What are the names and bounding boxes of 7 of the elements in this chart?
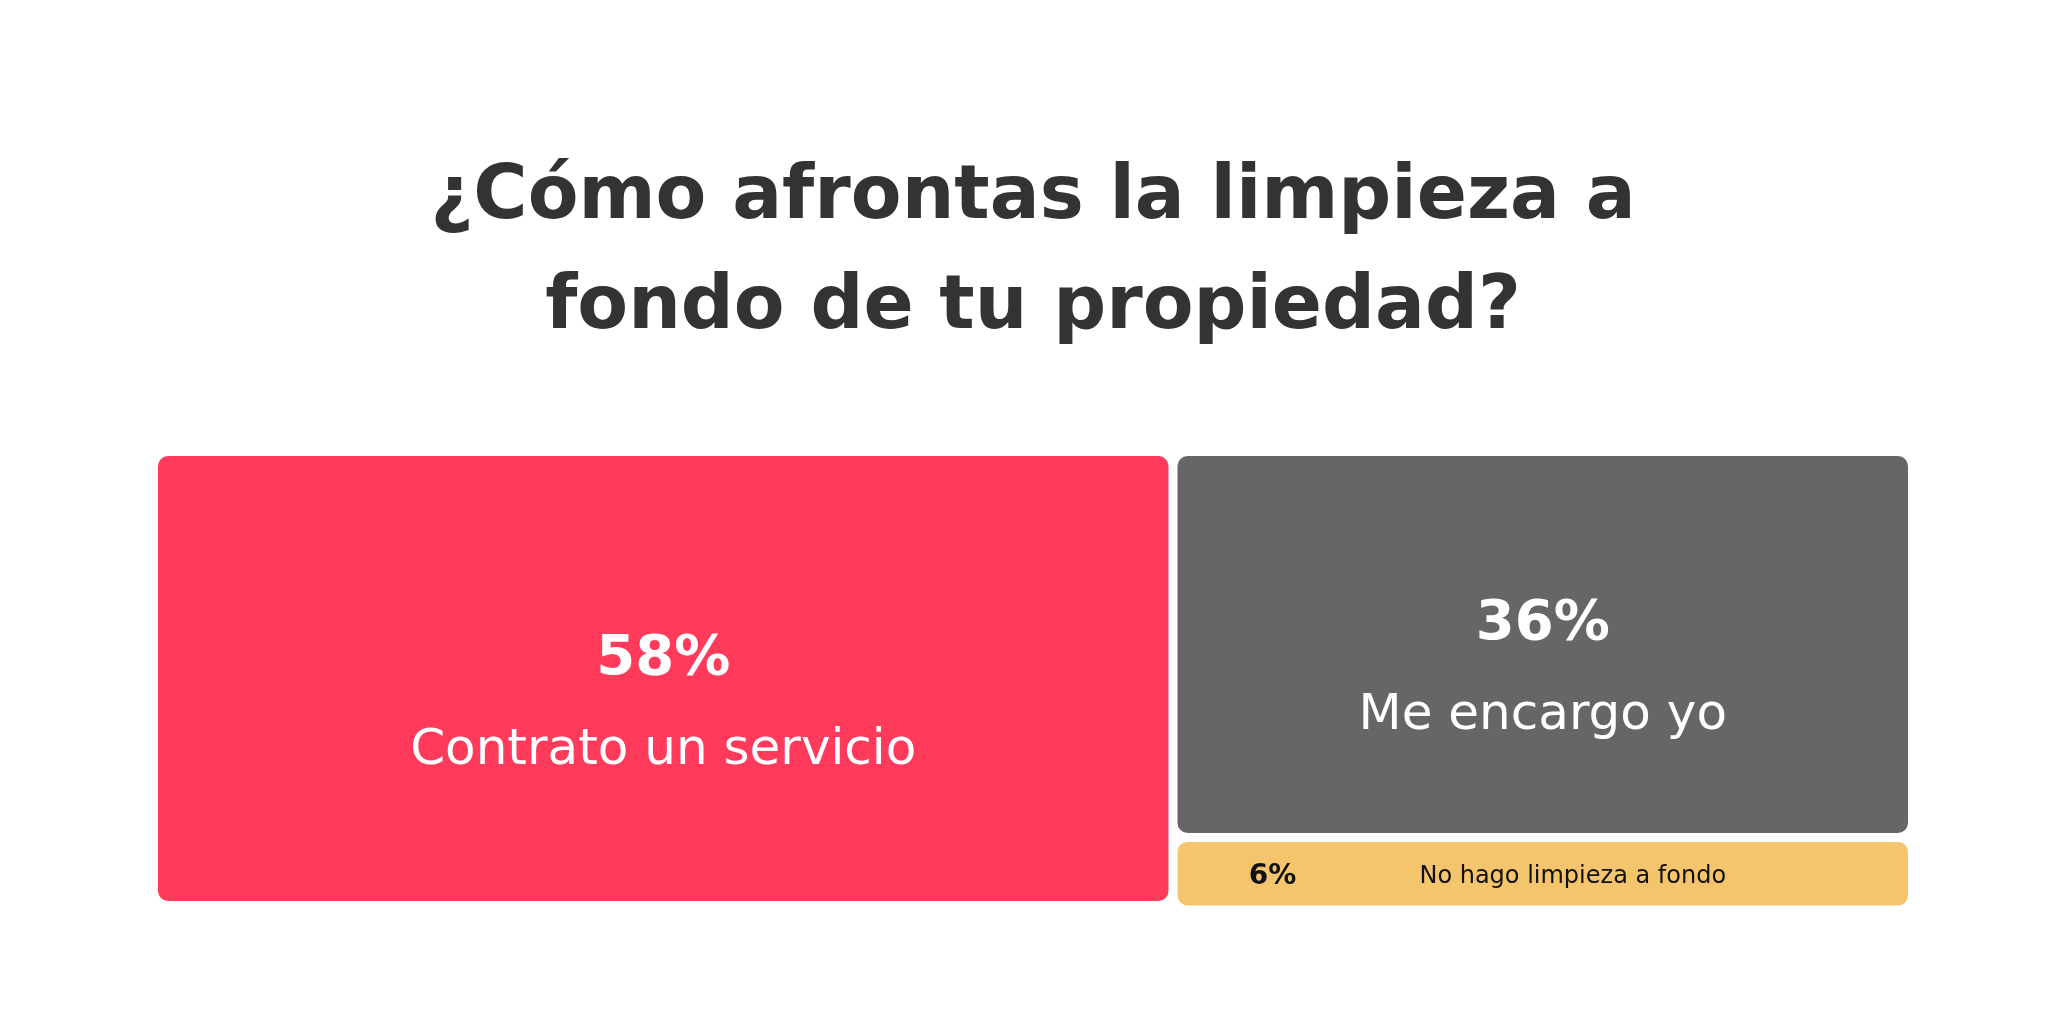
- data-label: 58%: [596, 621, 731, 687]
- category-label: Me encargo yo: [1358, 683, 1727, 742]
- category-label: Contrato un servicio: [410, 717, 917, 776]
- text: ¿Cómo afrontas la limpieza a fondo de tu propiedad?: [430, 149, 1636, 345]
- category-label: No hago limpieza a fondo: [1419, 860, 1727, 889]
- data-label: 6%: [1248, 857, 1297, 891]
- data-label: 36%: [1475, 587, 1610, 653]
